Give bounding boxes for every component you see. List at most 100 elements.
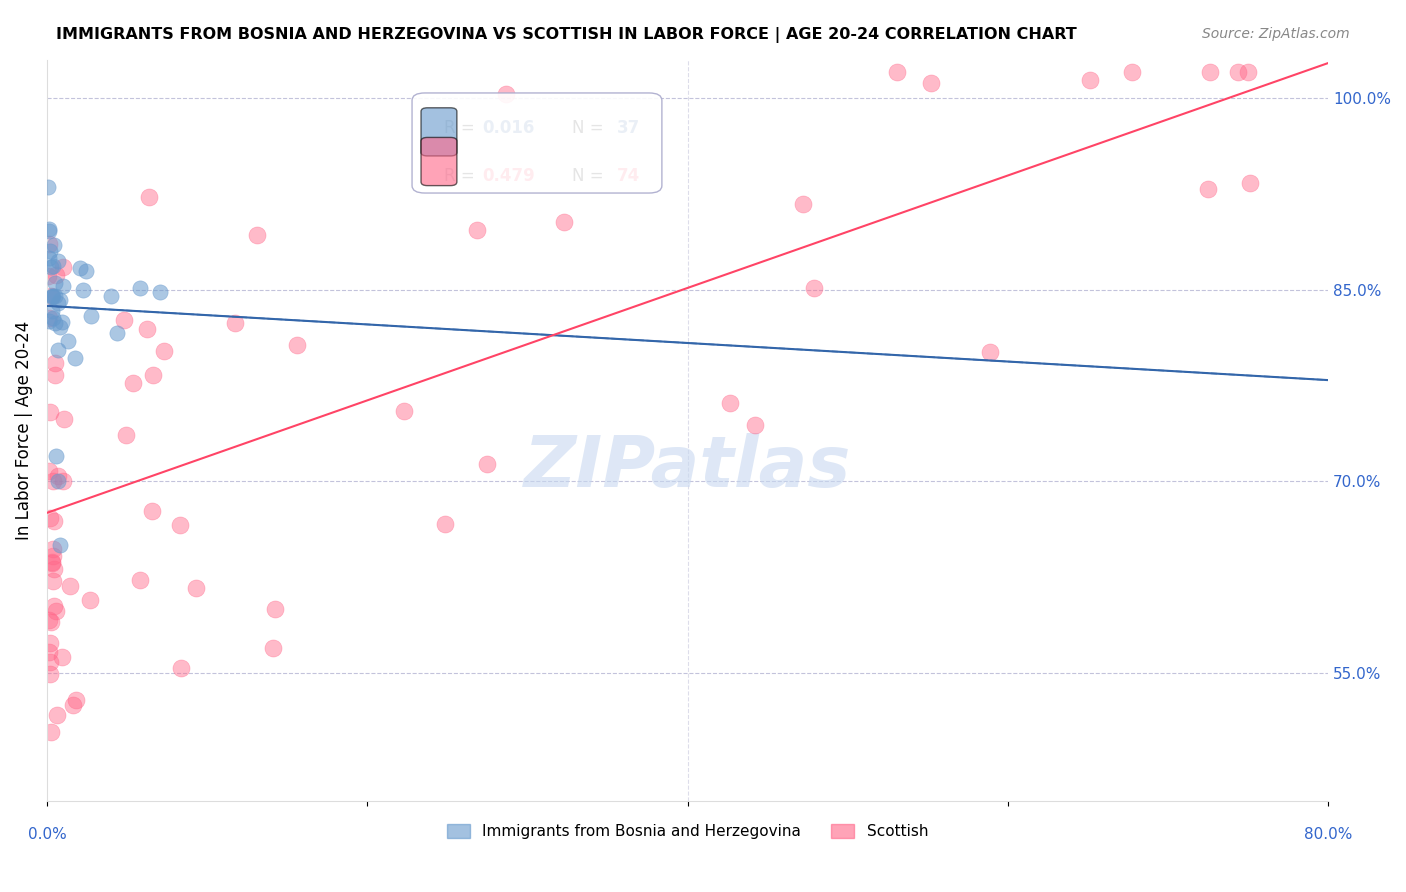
Point: [920, 76, 942, 90]
Point: [48, 293, 70, 308]
Point: [1198, 65, 1220, 79]
Point: [38, 655, 60, 669]
Point: [44, 316, 66, 330]
Point: [744, 418, 766, 433]
Point: [38, 314, 60, 328]
Point: [718, 396, 741, 410]
Point: [42, 259, 65, 273]
Point: [44, 289, 66, 303]
Point: [46, 253, 69, 268]
Point: [42, 238, 65, 252]
Point: [69, 260, 91, 275]
Point: [141, 504, 163, 518]
Point: [39, 667, 62, 681]
Point: [58, 334, 80, 348]
Point: [42, 311, 65, 326]
Point: [46, 343, 69, 357]
Point: [39, 288, 62, 302]
Point: [45, 604, 67, 618]
Point: [285, 338, 308, 352]
FancyBboxPatch shape: [420, 108, 457, 156]
Point: [979, 344, 1001, 359]
Point: [169, 518, 191, 533]
Point: [52, 278, 75, 293]
Point: [42, 599, 65, 613]
Point: [52, 260, 75, 274]
Point: [148, 285, 170, 299]
Point: [1078, 72, 1101, 87]
Point: [41, 555, 63, 569]
Point: [42, 549, 65, 563]
Point: [42, 289, 65, 303]
Text: N =: N =: [572, 167, 609, 185]
Point: [262, 640, 284, 655]
Point: [224, 316, 246, 330]
Point: [553, 215, 575, 229]
Point: [51, 315, 73, 329]
Point: [46, 475, 69, 489]
Point: [79, 593, 101, 607]
Point: [433, 517, 456, 532]
Point: [184, 582, 207, 596]
Point: [44, 368, 66, 382]
Point: [38, 613, 60, 627]
Point: [1239, 176, 1261, 190]
Point: [792, 197, 814, 211]
Point: [46, 296, 69, 310]
Text: 0.016: 0.016: [482, 119, 534, 136]
Point: [153, 344, 176, 359]
Point: [44, 356, 66, 370]
Text: 80.0%: 80.0%: [1303, 827, 1353, 842]
Point: [38, 237, 60, 252]
Point: [75, 264, 97, 278]
Point: [803, 281, 825, 295]
Point: [65, 351, 87, 365]
Point: [52, 474, 75, 488]
Text: 0.0%: 0.0%: [28, 827, 66, 842]
FancyBboxPatch shape: [412, 93, 662, 193]
Y-axis label: In Labor Force | Age 20-24: In Labor Force | Age 20-24: [15, 320, 32, 540]
Text: 0.479: 0.479: [482, 167, 536, 185]
Text: IMMIGRANTS FROM BOSNIA AND HERZEGOVINA VS SCOTTISH IN LABOR FORCE | AGE 20-24 CO: IMMIGRANTS FROM BOSNIA AND HERZEGOVINA V…: [56, 27, 1077, 43]
Point: [495, 87, 517, 101]
Point: [129, 281, 152, 295]
Point: [42, 474, 65, 488]
Point: [38, 510, 60, 524]
Point: [45, 268, 67, 282]
Point: [37, 180, 59, 194]
Point: [142, 368, 165, 383]
Point: [62, 698, 84, 712]
Point: [38, 311, 60, 326]
Point: [41, 556, 63, 570]
Point: [44, 276, 66, 290]
Point: [1237, 65, 1260, 79]
Point: [46, 469, 69, 483]
Point: [105, 326, 128, 341]
Point: [59, 579, 82, 593]
Point: [38, 222, 60, 236]
Point: [475, 457, 498, 471]
Point: [392, 404, 415, 418]
Point: [37, 269, 59, 284]
Point: [170, 661, 193, 675]
Point: [41, 290, 63, 304]
Point: [72, 283, 94, 297]
Point: [45, 707, 67, 722]
Legend: Immigrants from Bosnia and Herzegovina, Scottish: Immigrants from Bosnia and Herzegovina, …: [441, 818, 934, 845]
Point: [41, 289, 63, 303]
Point: [39, 405, 62, 419]
Point: [39, 244, 62, 259]
Point: [39, 260, 62, 275]
Point: [38, 251, 60, 265]
Text: Source: ZipAtlas.com: Source: ZipAtlas.com: [1202, 27, 1350, 41]
Point: [121, 376, 143, 390]
Point: [41, 303, 63, 318]
Point: [79, 310, 101, 324]
Point: [38, 464, 60, 478]
Point: [886, 65, 908, 79]
Text: R =: R =: [444, 119, 479, 136]
Point: [42, 562, 65, 576]
Point: [42, 541, 65, 556]
FancyBboxPatch shape: [420, 137, 457, 186]
Point: [115, 427, 138, 442]
